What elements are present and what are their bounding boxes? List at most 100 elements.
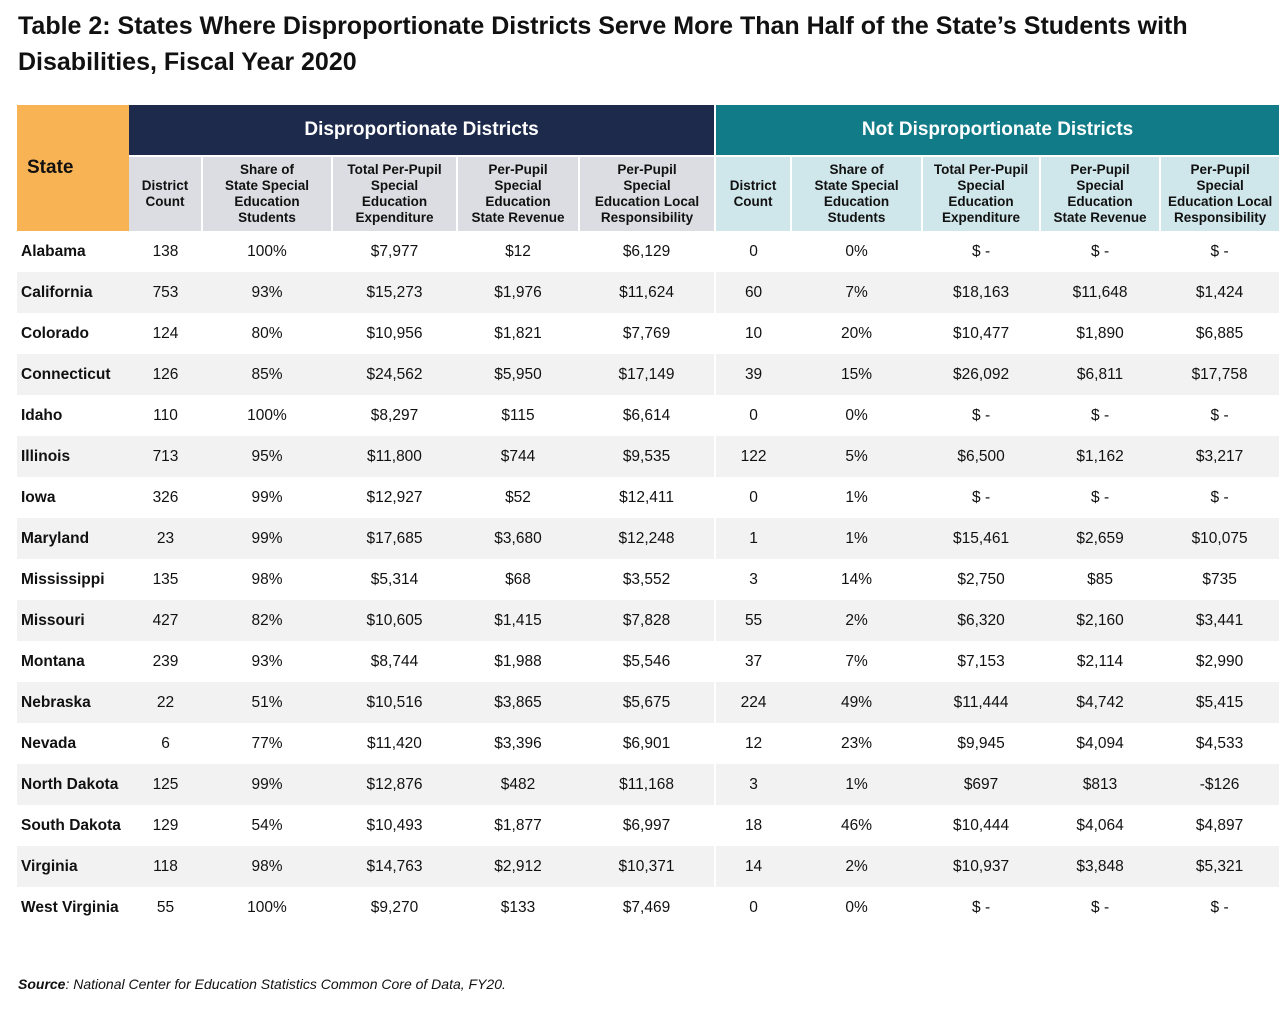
table-row: North Dakota 125 99% $12,876 $482 $11,168 3 1% $… [17,764,1280,805]
total-expenditure-cell: $14,763 [332,846,457,887]
district-count-cell: 22 [129,682,202,723]
district-count-cell: 6 [161,734,170,752]
nd-district-count-cell: 224 [714,682,792,723]
total-expenditure-cell: $5,314 [370,570,419,588]
not-disproportionate-total-per-pupil-expenditure-header: Total Per-Pupil Special Education Expenditu… [921,155,1041,231]
total-expenditure-cell: $8,297 [370,406,419,424]
header-line: Special [494,178,542,193]
header-line: Special [623,178,671,193]
nd-total-expenditure-cell: $9,945 [957,734,1005,752]
nd-district-count-cell: 3 [714,559,792,600]
total-expenditure-cell: $11,800 [332,436,457,477]
nd-local-responsibility-cell: $6,885 [1195,324,1244,342]
header-line: Per-Pupil [1190,162,1250,177]
share-cell: 80% [251,324,283,342]
nd-total-expenditure-cell: $ - [972,488,991,506]
nd-local-responsibility-cell: $1,424 [1160,272,1280,313]
state-column-header: State [17,105,129,231]
header-line: Per-Pupil [488,162,548,177]
nd-share-cell: 0% [845,242,868,260]
not-disproportionate-district-count-header: District Count [714,155,792,231]
nd-local-responsibility-cell: $5,321 [1160,846,1280,887]
nd-state-revenue-cell: $ - [1091,488,1110,506]
table-row: Maryland 23 99% $17,685 $3,680 $12,248 1 1% $15,… [17,518,1280,559]
nd-district-count-cell: 10 [714,313,792,354]
nd-share-cell: 14% [841,570,873,588]
header-line: Students [827,210,886,225]
state-revenue-cell: $3,680 [457,518,579,559]
share-cell: 98% [251,570,283,588]
total-expenditure-cell: $24,562 [332,354,457,395]
nd-local-responsibility-cell: $3,217 [1160,436,1280,477]
state-revenue-cell: $133 [500,898,536,916]
total-expenditure-cell: $12,876 [332,764,457,805]
nd-state-revenue-cell: $2,160 [1040,600,1161,641]
total-expenditure-cell: $10,605 [332,600,457,641]
table-row: Nevada 6 77% $11,420 $3,396 $6,901 12 23% $9,945… [17,723,1279,764]
state-name-cell: Idaho [21,406,63,424]
not-disproportionate-per-pupil-local-responsibility-header: Per-Pupil Special Education Local Responsib… [1159,155,1280,231]
state-revenue-cell: $52 [505,488,531,506]
disproportionate-district-count-header: District Count [129,155,202,231]
state-name-cell: Colorado [21,324,90,342]
nd-share-cell: 0% [845,406,868,424]
table-row: Montana 239 93% $8,744 $1,988 $5,546 37 7% $7,15… [17,641,1279,682]
local-responsibility-cell: $5,675 [579,682,716,723]
local-responsibility-cell: $3,552 [622,570,671,588]
nd-state-revenue-cell: $2,114 [1076,652,1124,670]
state-revenue-cell: $115 [501,406,535,424]
nd-state-revenue-cell: $ - [1091,406,1110,424]
table-row: Colorado 124 80% $10,956 $1,821 $7,769 10 20% $1… [17,313,1279,354]
nd-local-responsibility-cell: -$126 [1160,764,1280,805]
district-count-cell: 427 [129,600,202,641]
total-expenditure-cell: $12,927 [366,488,423,506]
nd-total-expenditure-cell: $10,937 [922,846,1041,887]
local-responsibility-cell: $10,371 [579,846,716,887]
district-count-cell: 138 [152,242,179,260]
local-responsibility-cell: $6,614 [622,406,671,424]
district-count-cell: 326 [152,488,179,506]
header-line: Special [370,178,419,193]
share-cell: 77% [251,734,283,752]
nd-share-cell: 2% [791,600,923,641]
local-responsibility-cell: $17,149 [579,354,716,395]
header-line: Education [948,194,1014,209]
nd-share-cell: 5% [791,436,923,477]
nd-district-count-cell: 1 [714,518,792,559]
total-expenditure-cell: $10,493 [366,816,423,834]
state-revenue-cell: $3,865 [457,682,579,723]
table-row: Nebraska 22 51% $10,516 $3,865 $5,675 224 49% $1… [17,682,1280,723]
state-name-cell: Montana [21,652,85,670]
header-line: Students [238,210,296,225]
header-line: Education [485,194,551,209]
nd-district-count-cell: 0 [714,477,792,518]
state-name-cell: Alabama [21,242,86,260]
header-line: Education [234,194,300,209]
local-responsibility-cell: $12,248 [579,518,716,559]
state-name-cell: Virginia [17,846,129,887]
local-responsibility-cell: $7,769 [622,324,671,342]
local-responsibility-cell: $6,129 [622,242,671,260]
total-expenditure-cell: $15,273 [332,272,457,313]
nd-total-expenditure-cell: $7,153 [957,652,1005,670]
table-row: West Virginia 55 100% $9,270 $133 $7,469 0 0% $ … [17,887,1279,928]
nd-total-expenditure-cell: $15,461 [922,518,1041,559]
nd-state-revenue-cell: $6,811 [1040,354,1161,395]
nd-district-count-cell: 122 [714,436,792,477]
district-count-cell: 135 [152,570,179,588]
total-expenditure-cell: $8,744 [370,652,419,670]
total-expenditure-cell: $9,270 [370,898,419,916]
nd-district-count-cell: 60 [714,272,792,313]
share-cell: 93% [202,272,332,313]
nd-state-revenue-cell: $85 [1087,570,1113,588]
nd-state-revenue-cell: $1,162 [1040,436,1161,477]
nd-total-expenditure-cell: $2,750 [957,570,1005,588]
table-row: Virginia 118 98% $14,763 $2,912 $10,371 14 2% $1… [17,846,1280,887]
nd-district-count-cell: 18 [714,805,792,846]
table-row: Illinois 713 95% $11,800 $744 $9,535 122 5% $6,5… [17,436,1280,477]
nd-total-expenditure-cell: $697 [922,764,1041,805]
nd-share-cell: 2% [791,846,923,887]
nd-total-expenditure-cell: $10,477 [953,324,1010,342]
disproportionate-share-of-students-header: Share of State Special Education Students [201,155,332,231]
data-table: State Disproportionate Districts Not Dis… [17,105,1280,928]
